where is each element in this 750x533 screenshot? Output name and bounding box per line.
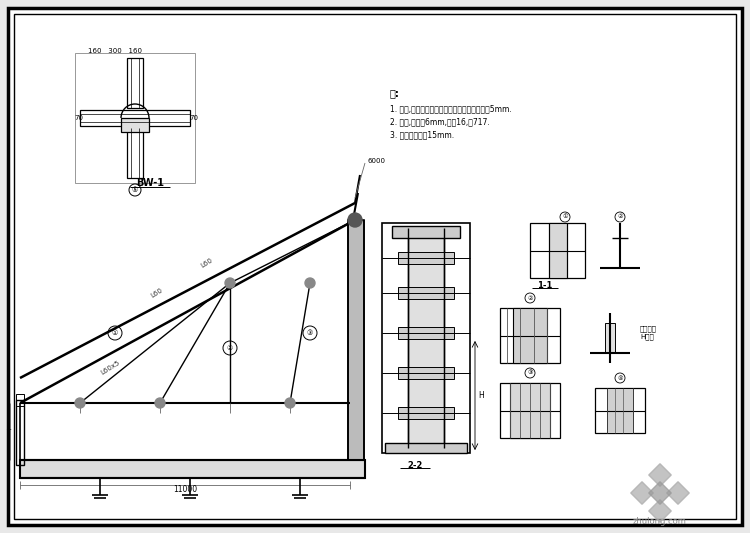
Text: L60: L60 (150, 287, 164, 299)
Bar (16, 400, 24, 465)
Bar (398, 327, 454, 339)
Bar (398, 287, 454, 299)
Text: L60: L60 (200, 257, 214, 269)
Bar (500, 308, 560, 363)
Bar (382, 223, 470, 453)
Text: 11000: 11000 (173, 484, 197, 494)
Text: 2. 焊缝,加劲板6mm,腹板16,翼717.: 2. 焊缝,加劲板6mm,腹板16,翼717. (390, 117, 490, 126)
Text: ③: ③ (307, 330, 314, 336)
Circle shape (348, 213, 362, 227)
Text: H: H (478, 391, 484, 400)
Text: 3. 螺栓拧紧力矩15mm.: 3. 螺栓拧紧力矩15mm. (390, 131, 454, 140)
Text: 1. 钢材,焊接材料和螺栓均应符合设计规范规定5mm.: 1. 钢材,焊接材料和螺栓均应符合设计规范规定5mm. (390, 104, 512, 114)
Text: T: T (6, 429, 10, 435)
Text: zhulong.com: zhulong.com (633, 516, 687, 526)
Bar (649, 482, 671, 504)
Bar (649, 464, 671, 486)
Circle shape (225, 278, 235, 288)
Text: ⑤: ⑤ (132, 187, 138, 193)
Text: ④: ④ (617, 376, 622, 381)
Bar (667, 482, 689, 504)
Text: 70: 70 (189, 115, 198, 121)
Bar (127, 58, 143, 108)
Text: 70: 70 (74, 115, 83, 121)
Bar (398, 367, 454, 379)
Text: 注:: 注: (390, 88, 400, 98)
Bar (392, 226, 460, 238)
Bar (16, 400, 24, 406)
Bar (649, 499, 671, 522)
Text: ①: ① (112, 330, 118, 336)
Bar (348, 220, 364, 460)
Bar (549, 223, 567, 278)
Bar (121, 118, 149, 132)
Bar (595, 388, 645, 433)
Bar (398, 252, 454, 264)
Bar (80, 110, 190, 126)
Bar (398, 407, 454, 419)
Text: ②: ② (226, 345, 233, 351)
Text: L60x5: L60x5 (100, 360, 122, 376)
Text: ①: ① (562, 214, 568, 220)
Circle shape (155, 398, 165, 408)
Text: ③: ③ (527, 370, 532, 376)
Text: BW-1: BW-1 (136, 178, 164, 188)
Bar (605, 323, 615, 353)
Text: ②: ② (617, 214, 622, 220)
Bar (631, 482, 653, 504)
Text: 160   300   160: 160 300 160 (88, 48, 142, 54)
Bar (20, 460, 365, 478)
Bar (408, 228, 444, 448)
Bar (385, 443, 467, 453)
Bar (127, 128, 143, 178)
Bar (510, 383, 550, 438)
Text: 6000: 6000 (367, 158, 385, 164)
Text: ②: ② (527, 295, 532, 301)
Bar (16, 394, 24, 400)
Circle shape (285, 398, 295, 408)
Bar (607, 388, 633, 433)
Bar (513, 308, 547, 363)
Circle shape (305, 278, 315, 288)
Circle shape (75, 398, 85, 408)
Bar (530, 223, 585, 278)
Text: 2-2: 2-2 (407, 461, 423, 470)
Text: 1-1: 1-1 (537, 280, 553, 289)
Text: 钢板焊接
H型钢: 钢板焊接 H型钢 (640, 326, 657, 340)
Bar (75, 53, 195, 183)
Bar (500, 383, 560, 438)
